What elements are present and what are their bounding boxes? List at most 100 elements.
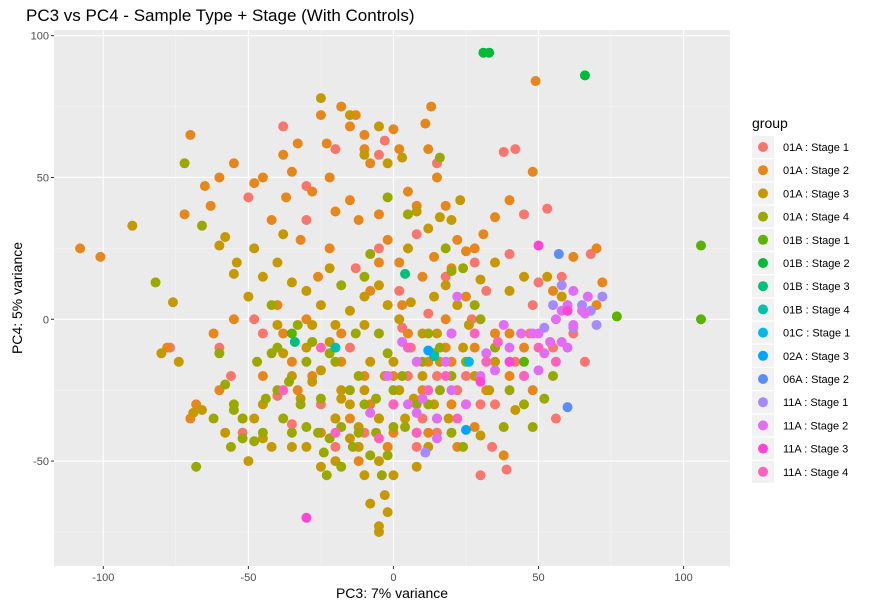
- data-point: [469, 422, 480, 433]
- y-axis-title: PC4: 5% variance: [9, 242, 25, 354]
- data-point: [388, 385, 399, 396]
- data-point: [344, 121, 355, 132]
- data-point: [185, 129, 196, 140]
- data-point: [379, 490, 390, 501]
- data-point: [344, 413, 355, 424]
- data-point: [313, 271, 324, 282]
- data-point: [562, 342, 573, 353]
- data-point: [530, 76, 541, 87]
- data-point: [402, 342, 413, 353]
- data-point: [405, 297, 416, 308]
- data-point: [460, 370, 471, 381]
- data-point: [411, 427, 422, 438]
- data-point: [220, 232, 231, 243]
- data-point: [446, 328, 457, 339]
- data-point: [278, 328, 289, 339]
- data-point: [199, 180, 210, 191]
- data-point: [498, 319, 509, 330]
- data-point: [388, 399, 399, 410]
- data-point: [373, 413, 384, 424]
- series-5: [478, 47, 590, 81]
- data-point: [475, 430, 486, 441]
- data-point: [231, 257, 242, 268]
- series-9: [423, 345, 471, 435]
- data-point: [440, 243, 451, 254]
- data-point: [460, 424, 471, 435]
- data-point: [173, 356, 184, 367]
- data-point: [365, 249, 376, 260]
- data-point: [510, 405, 521, 416]
- data-point: [371, 393, 382, 404]
- data-point: [504, 356, 515, 367]
- data-point: [475, 399, 486, 410]
- data-point: [336, 385, 347, 396]
- data-point: [243, 456, 254, 467]
- data-point: [548, 285, 559, 296]
- series-4: [286, 240, 706, 367]
- y-tick-label: -50: [33, 456, 49, 468]
- data-point: [446, 266, 457, 277]
- data-point: [481, 356, 492, 367]
- data-point: [446, 427, 457, 438]
- series-13: [301, 240, 573, 523]
- data-point: [498, 422, 509, 433]
- data-point: [429, 251, 440, 262]
- legend-swatch: [758, 397, 768, 408]
- data-point: [278, 229, 289, 240]
- data-point: [400, 268, 411, 279]
- data-point: [228, 268, 239, 279]
- data-point: [582, 291, 593, 302]
- data-point: [423, 308, 434, 319]
- data-point: [284, 376, 295, 387]
- plot-panel: [54, 30, 730, 566]
- data-point: [301, 285, 312, 296]
- data-point: [344, 385, 355, 396]
- data-point: [533, 240, 544, 251]
- data-point: [458, 263, 469, 274]
- legend-swatch: [758, 350, 768, 361]
- data-point: [196, 405, 207, 416]
- data-point: [568, 251, 579, 262]
- data-point: [301, 356, 312, 367]
- data-point: [542, 271, 553, 282]
- data-point: [548, 370, 559, 381]
- data-point: [431, 370, 442, 381]
- data-point: [550, 413, 561, 424]
- data-point: [382, 158, 393, 169]
- data-point: [228, 158, 239, 169]
- data-point: [330, 342, 341, 353]
- data-point: [228, 314, 239, 325]
- data-point: [440, 356, 451, 367]
- data-point: [550, 356, 561, 367]
- series-10: [553, 249, 573, 413]
- data-point: [434, 342, 445, 353]
- data-point: [533, 328, 544, 339]
- data-point: [527, 166, 538, 177]
- data-point: [373, 328, 384, 339]
- data-point: [431, 413, 442, 424]
- data-point: [289, 336, 300, 347]
- data-point: [353, 427, 364, 438]
- data-point: [249, 413, 260, 424]
- data-point: [373, 121, 384, 132]
- data-point: [373, 243, 384, 254]
- data-point: [510, 144, 521, 155]
- legend-swatch: [758, 327, 768, 338]
- legend-label: 01B : Stage 4: [783, 304, 850, 316]
- data-point: [489, 365, 500, 376]
- data-point: [318, 447, 329, 458]
- data-point: [344, 305, 355, 316]
- data-point: [257, 328, 268, 339]
- data-point: [286, 427, 297, 438]
- data-point: [373, 456, 384, 467]
- data-point: [167, 297, 178, 308]
- data-point: [295, 399, 306, 410]
- series-14: [278, 328, 561, 444]
- data-point: [359, 399, 370, 410]
- data-point: [516, 328, 527, 339]
- legend-label: 01A : Stage 4: [783, 212, 849, 224]
- data-point: [504, 342, 515, 353]
- legend-swatch: [758, 258, 768, 268]
